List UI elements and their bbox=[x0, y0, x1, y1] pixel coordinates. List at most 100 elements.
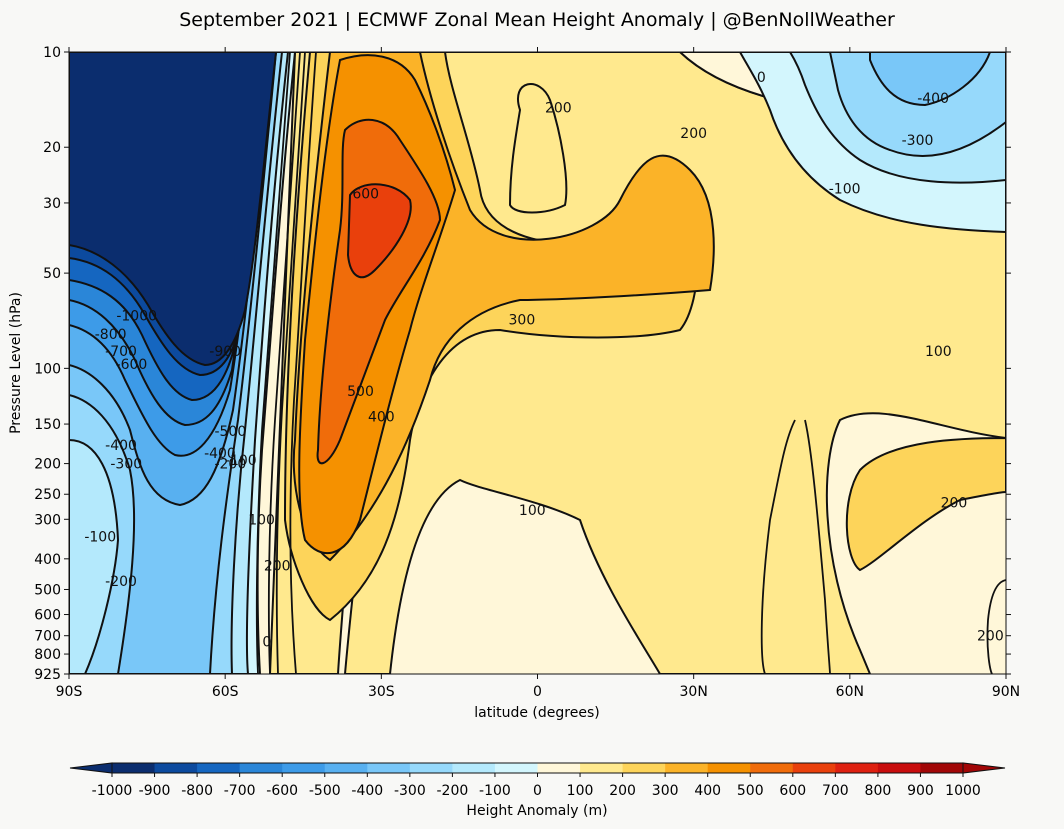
colorbar-segment bbox=[197, 763, 241, 773]
colorbar-label: Height Anomaly (m) bbox=[466, 803, 607, 819]
y-tick-label: 150 bbox=[34, 417, 61, 433]
colorbar-segment bbox=[112, 763, 156, 773]
contour-label: -400 bbox=[105, 438, 137, 454]
y-tick-label: 10 bbox=[43, 45, 61, 61]
contour-label: -200 bbox=[214, 457, 246, 473]
contour-label: 200 bbox=[545, 101, 572, 117]
x-tick-label: 90N bbox=[992, 684, 1020, 700]
colorbar-tick-label: 700 bbox=[822, 783, 849, 799]
extra-contours bbox=[760, 419, 1006, 674]
plot-area bbox=[69, 52, 1006, 674]
colorbar-tick-label: 500 bbox=[737, 783, 764, 799]
colorbar-tick-label: -100 bbox=[479, 783, 511, 799]
contour-label: 200 bbox=[680, 126, 707, 142]
contour-label: -200 bbox=[105, 574, 137, 590]
colorbar-segment bbox=[367, 763, 411, 773]
colorbar-segment bbox=[877, 763, 921, 773]
contour-label: 100 bbox=[248, 512, 275, 528]
colorbar-segment bbox=[750, 763, 794, 773]
y-tick-label: 300 bbox=[34, 512, 61, 528]
colorbar-segment bbox=[409, 763, 453, 773]
contour-label: -300 bbox=[110, 457, 142, 473]
colorbar-tick-label: 800 bbox=[865, 783, 892, 799]
y-tick-label: 800 bbox=[34, 647, 61, 663]
contour-label: -400 bbox=[917, 91, 949, 107]
field-700-core bbox=[346, 183, 412, 279]
colorbar-segment bbox=[792, 763, 836, 773]
colorbar-segment bbox=[580, 763, 624, 773]
contour-label: -100 bbox=[84, 529, 116, 545]
contour-label: -900 bbox=[209, 344, 241, 360]
y-tick-label: 50 bbox=[43, 266, 61, 282]
colorbar-tick-label: -1000 bbox=[92, 783, 133, 799]
chart-title: September 2021 | ECMWF Zonal Mean Height… bbox=[179, 9, 895, 31]
y-tick-label: 20 bbox=[43, 140, 61, 156]
contour-label: 100 bbox=[925, 344, 952, 360]
colorbar-tick-label: 900 bbox=[907, 783, 934, 799]
contour-label: -700 bbox=[105, 344, 137, 360]
contour-label: -1000 bbox=[116, 308, 157, 324]
y-tick-label: 500 bbox=[34, 582, 61, 598]
colorbar-segment bbox=[154, 763, 198, 773]
gradient-contours bbox=[255, 52, 317, 674]
colorbar-extend-low bbox=[69, 762, 113, 774]
field-neg1000 bbox=[69, 52, 278, 367]
contour-label: -400 bbox=[204, 446, 236, 462]
y-tick-label: 30 bbox=[43, 196, 61, 212]
y-tick-label: 250 bbox=[34, 487, 61, 503]
y-tick-label: 200 bbox=[34, 457, 61, 473]
colorbar-segment bbox=[707, 763, 751, 773]
colorbar-segment bbox=[835, 763, 879, 773]
contour-label: -500 bbox=[214, 424, 246, 440]
y-ticks: 10 20 30 50 100 150 200 250 300 400 500 600 700 800 92… bbox=[34, 45, 1011, 683]
colorbar-segment bbox=[452, 763, 496, 773]
y-tick-label: 100 bbox=[34, 361, 61, 377]
contour-label: 400 bbox=[368, 410, 395, 426]
colorbar-tick-label: 300 bbox=[652, 783, 679, 799]
field-300-north bbox=[845, 436, 1006, 572]
colorbar-segment bbox=[239, 763, 283, 773]
contour-label: 0 bbox=[262, 634, 271, 650]
contour-label: -100 bbox=[829, 181, 861, 197]
colorbar-segment bbox=[494, 763, 538, 773]
colorbar-tick-label: 200 bbox=[609, 783, 636, 799]
contour-label: -800 bbox=[95, 327, 127, 343]
x-tick-label: 30S bbox=[368, 684, 395, 700]
x-axis-label: latitude (degrees) bbox=[474, 705, 599, 721]
x-ticks: 90S 60S 30S 0 30N 60N 90N bbox=[56, 47, 1020, 700]
contour-label: 200 bbox=[977, 629, 1004, 645]
x-tick-label: 60N bbox=[836, 684, 864, 700]
colorbar-extend-high bbox=[962, 762, 1006, 774]
x-tick-label: 0 bbox=[533, 684, 542, 700]
colorbar-tick-label: 100 bbox=[567, 783, 594, 799]
colorbar-segment bbox=[282, 763, 326, 773]
contour-label: 100 bbox=[519, 503, 546, 519]
colorbar-segment bbox=[622, 763, 666, 773]
contour-labels: -1000-800-700-600-900-500-400-300-400-20… bbox=[84, 70, 1004, 650]
y-axis-label: Pressure Level (hPa) bbox=[8, 292, 24, 434]
colorbar-tick-label: -800 bbox=[181, 783, 213, 799]
colorbar-tick-label: -700 bbox=[224, 783, 256, 799]
colorbar-tick-label: -400 bbox=[351, 783, 383, 799]
colorbar-tick-label: 400 bbox=[694, 783, 721, 799]
colorbar-segment bbox=[920, 763, 964, 773]
colorbar bbox=[69, 762, 1006, 774]
colorbar-ticks: -1000 -900 -800 -700 -600 -500 -400 -300 -200 -10… bbox=[92, 773, 981, 799]
y-tick-label: 400 bbox=[34, 552, 61, 568]
x-tick-label: 30N bbox=[680, 684, 708, 700]
contour-label: -600 bbox=[116, 357, 148, 373]
colorbar-tick-label: -200 bbox=[437, 783, 469, 799]
colorbar-tick-label: -500 bbox=[309, 783, 341, 799]
y-tick-label: 700 bbox=[34, 629, 61, 645]
colorbar-tick-label: -300 bbox=[394, 783, 426, 799]
colorbar-segment bbox=[665, 763, 709, 773]
contour-label: 200 bbox=[941, 495, 968, 511]
colorbar-tick-label: -600 bbox=[266, 783, 298, 799]
colorbar-segment bbox=[324, 763, 368, 773]
contour-label: 200 bbox=[264, 559, 291, 575]
colorbar-tick-label: -900 bbox=[139, 783, 171, 799]
contour-label: -300 bbox=[902, 133, 934, 149]
field-400-ring bbox=[508, 83, 568, 214]
contour-label: -100 bbox=[225, 453, 257, 469]
